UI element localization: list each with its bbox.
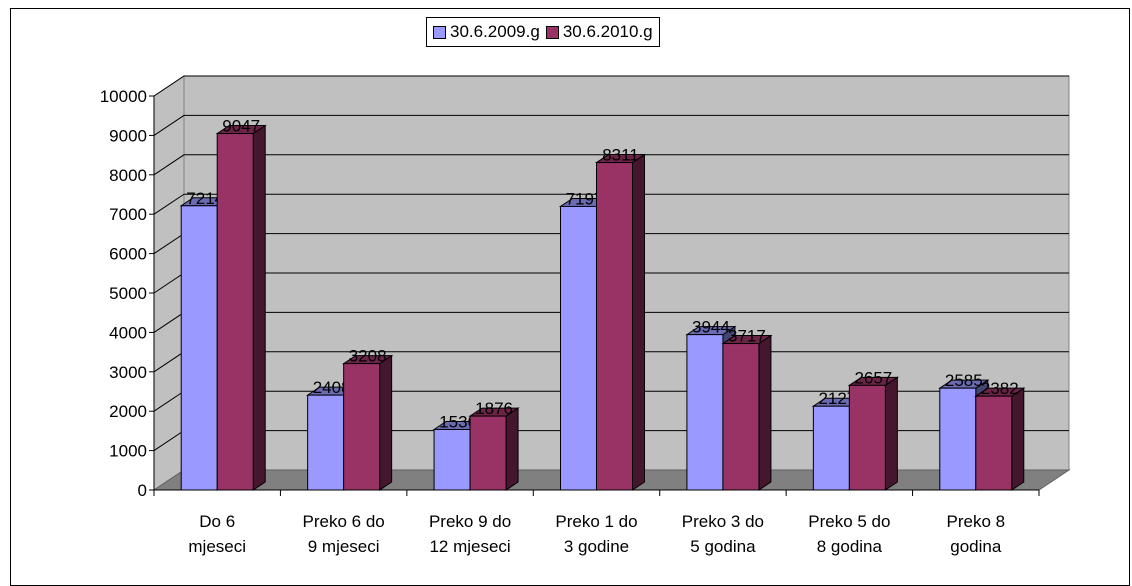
bar-side (758, 334, 772, 491)
x-tick-label: Preko 9 do (429, 512, 511, 531)
x-tick-label: 8 godina (817, 537, 883, 556)
data-label: 7214 (186, 189, 224, 208)
data-label: 3208 (349, 347, 387, 366)
legend-item-2010: 30.6.2010.g (545, 22, 653, 42)
legend-item-2009: 30.6.2009.g (433, 22, 540, 42)
data-label: 3717 (728, 327, 766, 346)
legend-swatch-2009 (433, 25, 446, 39)
y-tick-label: 6000 (109, 245, 147, 264)
y-tick-label: 7000 (109, 205, 147, 224)
x-tick-label: 12 mjeseci (429, 537, 510, 556)
x-tick-label: Preko 6 do (303, 512, 385, 531)
legend-label-2009: 30.6.2009.g (450, 22, 540, 41)
data-label: 2408 (313, 378, 351, 397)
x-tick-label: Preko 3 do (682, 512, 764, 531)
x-tick-label: godina (950, 537, 1002, 556)
data-label: 3944 (692, 318, 730, 337)
y-tick-label: 9000 (109, 126, 147, 145)
legend: 30.6.2009.g 30.6.2010.g (426, 17, 660, 47)
bar (939, 387, 977, 491)
bar (216, 133, 254, 491)
bar (596, 162, 633, 491)
y-tick-label: 4000 (109, 323, 147, 342)
x-tick-label: Do 6 (199, 512, 235, 531)
bar (180, 205, 218, 491)
legend-swatch-2010 (545, 25, 559, 39)
bar (848, 384, 886, 491)
data-label: 2657 (854, 368, 892, 387)
gridline (153, 154, 1069, 176)
data-label: 1876 (475, 399, 513, 418)
data-label: 9047 (222, 117, 260, 136)
y-tick-label: 8000 (109, 166, 147, 185)
y-tick-label: 10000 (100, 87, 147, 106)
legend-label-2010: 30.6.2010.g (562, 22, 653, 41)
data-label: 2585 (945, 371, 983, 390)
y-tick-label: 5000 (109, 284, 147, 303)
x-tick-label: Preko 5 do (808, 512, 890, 531)
x-tick-label: 3 godine (564, 537, 629, 556)
x-tick-label: Preko 1 do (555, 512, 637, 531)
bar (975, 395, 1013, 491)
bar (560, 205, 597, 491)
data-label: 2127 (818, 389, 856, 408)
bar-side (505, 407, 519, 491)
y-tick-label: 2000 (109, 402, 147, 421)
x-tick-label: mjeseci (188, 537, 246, 556)
bar-side (632, 153, 645, 491)
bar (686, 334, 724, 491)
data-label: 2382 (981, 379, 1019, 398)
bar (722, 343, 760, 491)
bar-side (1011, 387, 1025, 491)
data-label: 1536 (439, 412, 477, 431)
bar-side (379, 354, 393, 491)
y-tick-label: 1000 (109, 442, 147, 461)
bar (812, 405, 850, 491)
y-tick-label: 3000 (109, 363, 147, 382)
x-tick-label: Preko 8 (946, 512, 1005, 531)
bar-side (252, 124, 266, 491)
bar (469, 415, 507, 491)
data-label: 7197 (566, 189, 604, 208)
gridline (153, 75, 1069, 97)
bar (433, 428, 471, 491)
x-tick-label: 9 mjeseci (308, 537, 380, 556)
gridline (153, 114, 1069, 136)
bar (343, 363, 381, 491)
gridline (153, 193, 1069, 215)
bar (307, 394, 345, 491)
y-tick-label: 0 (138, 481, 147, 500)
data-label: 8311 (602, 146, 639, 165)
bar-side (884, 376, 898, 491)
x-tick-label: 5 godina (690, 537, 756, 556)
